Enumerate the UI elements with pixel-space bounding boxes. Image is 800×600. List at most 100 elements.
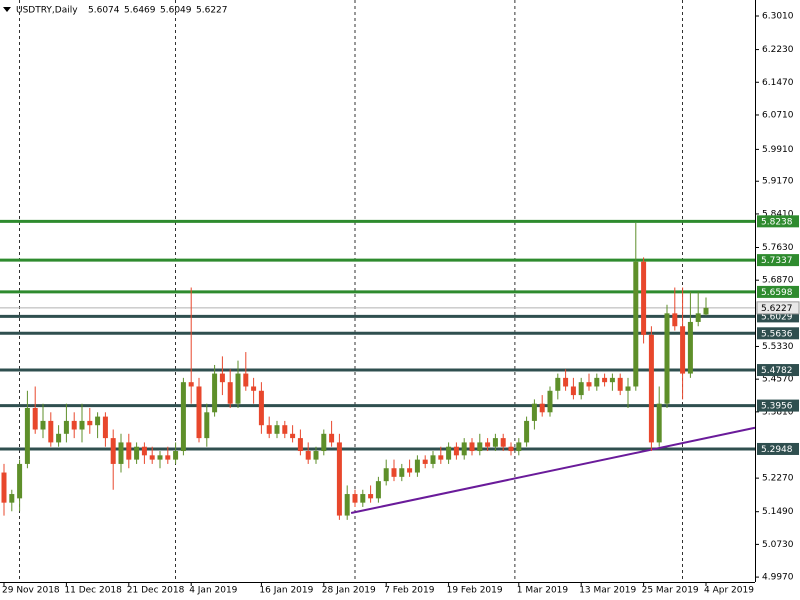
candle-body xyxy=(609,377,615,383)
level-label-box xyxy=(757,442,799,455)
candle-body xyxy=(695,313,701,322)
level-label-box xyxy=(757,215,799,228)
level-label-box xyxy=(757,254,799,267)
candle-body xyxy=(539,403,545,413)
candle-body xyxy=(71,420,77,430)
current-price-label: 5.6227 xyxy=(761,304,793,314)
y-tick-label: 5.4570 xyxy=(762,375,794,385)
candle-body xyxy=(196,386,202,439)
level-label: 5.6598 xyxy=(761,288,793,298)
candle-body xyxy=(687,321,693,374)
candle-body xyxy=(641,261,647,335)
candle-body xyxy=(594,377,600,387)
candle-body xyxy=(40,420,46,430)
y-tick-label: 5.5330 xyxy=(762,342,794,352)
candle-body xyxy=(290,433,296,439)
level-label: 5.6029 xyxy=(761,312,793,322)
level-label: 5.8238 xyxy=(761,217,793,227)
candle-body xyxy=(422,459,428,464)
y-tick-label: 5.7630 xyxy=(762,243,794,253)
chart-title: USDTRY,Daily xyxy=(16,6,78,16)
current-price-box xyxy=(756,301,800,315)
candle-body xyxy=(95,416,101,426)
menu-arrow[interactable] xyxy=(3,7,11,12)
y-tick-label: 5.0730 xyxy=(762,540,794,550)
candle-body xyxy=(118,442,124,464)
candle-body xyxy=(407,468,413,473)
candle-body xyxy=(165,455,171,460)
y-tick-label: 6.2230 xyxy=(762,45,794,55)
candle-body xyxy=(235,373,241,404)
y-tick-label: 5.2270 xyxy=(762,474,794,484)
candle-body xyxy=(329,433,335,443)
candle-body xyxy=(180,382,186,452)
level-label-box xyxy=(757,327,799,340)
candle-body xyxy=(500,438,506,447)
candle-body xyxy=(274,425,280,434)
y-tick-label: 5.3810 xyxy=(762,407,794,417)
candle-body xyxy=(48,420,54,443)
y-tick-label: 6.3010 xyxy=(762,12,794,22)
candle-body xyxy=(134,446,140,460)
level-label: 5.7337 xyxy=(761,256,793,266)
x-tick-label: 1 Mar 2019 xyxy=(517,586,569,596)
candle-body xyxy=(126,442,132,460)
candle-body xyxy=(672,313,678,327)
candle-body xyxy=(1,472,7,503)
candle-body xyxy=(336,442,342,516)
candle-body xyxy=(360,494,366,503)
candle-body xyxy=(531,403,537,421)
candle-body xyxy=(680,326,686,374)
candle-body xyxy=(438,455,444,460)
candle-body xyxy=(430,455,436,464)
y-tick-label: 5.9910 xyxy=(762,145,794,155)
candle-body xyxy=(547,390,553,413)
trend-line xyxy=(350,426,756,514)
candle-body xyxy=(453,446,459,456)
candle-body xyxy=(17,463,23,499)
candle-body xyxy=(212,373,218,413)
candle-body xyxy=(321,433,327,452)
candle-body xyxy=(173,451,179,460)
candle-body xyxy=(578,382,584,396)
candle-body xyxy=(282,425,288,434)
candle-body xyxy=(391,468,397,477)
x-tick-label: 25 Mar 2019 xyxy=(642,586,699,596)
candle-body xyxy=(56,433,62,443)
candle-body xyxy=(399,468,405,477)
candle-body xyxy=(9,494,15,503)
candle-body xyxy=(477,442,483,452)
candle-body xyxy=(570,386,576,396)
x-tick-label: 28 Jan 2019 xyxy=(322,586,376,596)
candle-body xyxy=(87,420,93,426)
candle-body xyxy=(149,455,155,460)
candle-body xyxy=(227,382,233,404)
level-label-box xyxy=(757,364,799,377)
candle-body xyxy=(219,373,225,383)
candle-body xyxy=(204,412,210,439)
candle-body xyxy=(313,451,319,460)
y-tick-label: 5.6870 xyxy=(762,276,794,286)
candle-body xyxy=(656,403,662,443)
level-label: 5.2948 xyxy=(761,445,793,455)
candle-body xyxy=(461,442,467,456)
high-value: 5.6469 xyxy=(124,6,156,16)
candle-body xyxy=(243,373,249,387)
open-value: 5.6074 xyxy=(88,6,120,16)
x-tick-label: 7 Feb 2019 xyxy=(384,586,435,596)
candle-body xyxy=(586,382,592,387)
candle-body xyxy=(157,455,163,460)
candle-body xyxy=(63,420,69,434)
candle-body xyxy=(633,261,639,387)
candle-body xyxy=(446,446,452,460)
y-tick-label: 5.9170 xyxy=(762,177,794,187)
candle-body xyxy=(602,377,608,383)
x-tick-label: 29 Nov 2018 xyxy=(2,586,60,596)
candle-body xyxy=(375,481,381,499)
level-label-box xyxy=(757,399,799,412)
candle-body xyxy=(344,494,350,516)
x-tick-label: 4 Apr 2019 xyxy=(704,586,754,596)
candle-body xyxy=(516,442,522,452)
x-tick-label: 19 Feb 2019 xyxy=(447,586,503,596)
